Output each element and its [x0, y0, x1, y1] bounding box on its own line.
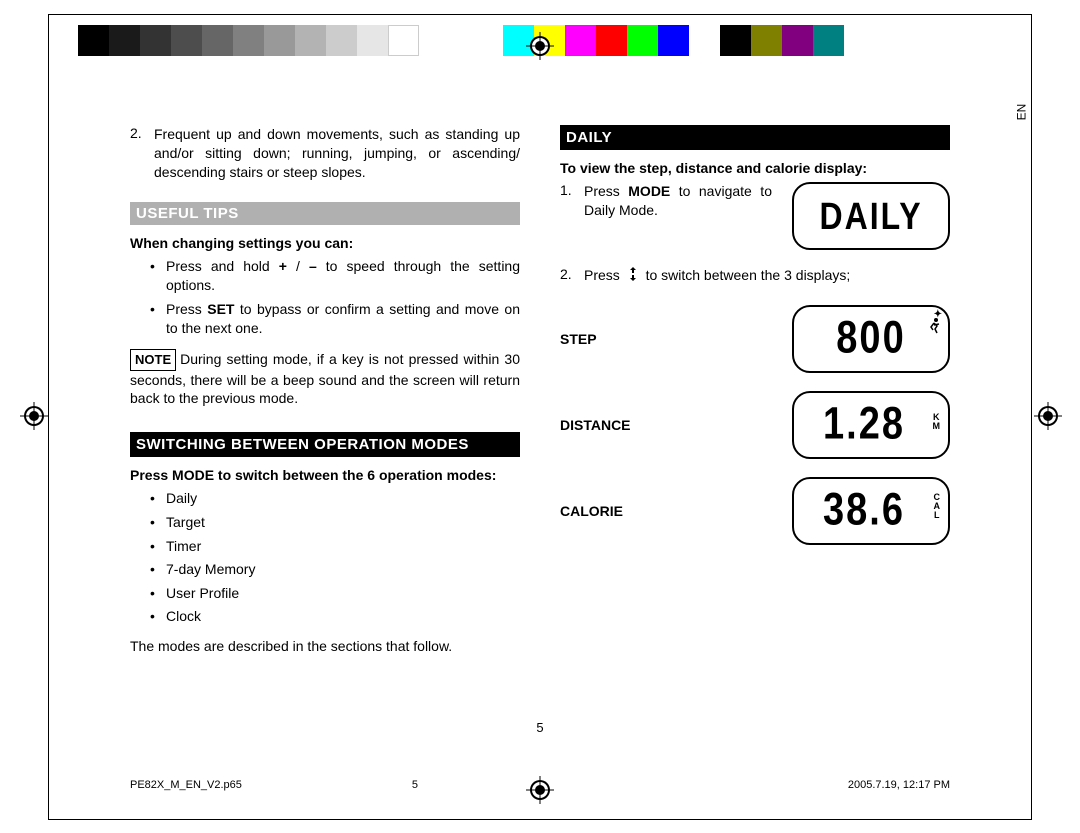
bullet-text: Timer	[166, 537, 520, 557]
right-column: DAILY To view the step, distance and cal…	[560, 125, 950, 664]
bullet-item: •Timer	[150, 537, 520, 557]
bullet-text: Press SET to bypass or confirm a setting…	[166, 300, 520, 339]
item-text: Press MODE to navigate to Daily Mode.	[584, 182, 772, 220]
lcd-display: 1.28 KM	[792, 391, 950, 459]
runner-icon	[926, 317, 942, 338]
lcd-row-label: CALORIE	[560, 503, 680, 519]
section-header-useful-tips: USEFUL TIPS	[130, 202, 520, 225]
bullet-text: User Profile	[166, 584, 520, 604]
lcd-unit: CAL	[934, 493, 941, 520]
registration-mark-left	[20, 402, 48, 430]
list-item: 1. Press MODE to navigate to Daily Mode.	[560, 182, 772, 220]
item-text: Press to switch between the 3 displays;	[584, 266, 950, 287]
footer: PE82X_M_EN_V2.p65 5 2005.7.19, 12:17 PM	[130, 779, 950, 791]
page-body: EN 2. Frequent up and down movements, su…	[130, 125, 950, 664]
page-number: 5	[536, 720, 543, 735]
bullet-item: •Clock	[150, 607, 520, 627]
bullet-text: Target	[166, 513, 520, 533]
item-text: Frequent up and down movements, such as …	[154, 125, 520, 182]
paragraph: The modes are described in the sections …	[130, 637, 520, 656]
bullet-item: •Press SET to bypass or confirm a settin…	[150, 300, 520, 339]
section-header-daily: DAILY	[560, 125, 950, 150]
lcd-row: CALORIE 38.6 CAL	[560, 477, 950, 545]
lcd-unit: KM	[933, 413, 941, 431]
subheading: Press MODE to switch between the 6 opera…	[130, 467, 520, 483]
language-label: EN	[1015, 104, 1029, 121]
registration-mark-right	[1034, 402, 1062, 430]
bullet-list: •Press and hold + / – to speed through t…	[150, 257, 520, 339]
lcd-rows: STEP 800✦ DISTANCE 1.28 KM CALORIE 38.6 CAL	[560, 305, 950, 545]
lcd-row-label: STEP	[560, 331, 680, 347]
note-text: During setting mode, if a key is not pre…	[130, 351, 520, 406]
note-paragraph: NOTEDuring setting mode, if a key is not…	[130, 349, 520, 408]
footer-filename: PE82X_M_EN_V2.p65	[130, 779, 242, 791]
bullet-text: Clock	[166, 607, 520, 627]
note-label: NOTE	[130, 349, 176, 371]
bullet-text: Daily	[166, 489, 520, 509]
lcd-value: 38.6	[823, 485, 919, 537]
lcd-value: 800	[836, 313, 905, 365]
lcd-value: 1.28	[823, 399, 919, 451]
bullet-item: •7-day Memory	[150, 560, 520, 580]
item-number: 1.	[560, 182, 584, 220]
bullet-list: •Daily •Target •Timer •7-day Memory •User Pr…	[150, 489, 520, 627]
item-number: 2.	[130, 125, 154, 182]
bullet-item: •Target	[150, 513, 520, 533]
bullet-item: •Daily	[150, 489, 520, 509]
bullet-item: •User Profile	[150, 584, 520, 604]
footer-page: 5	[412, 779, 418, 791]
subheading: When changing settings you can:	[130, 235, 520, 251]
bullet-text: Press and hold + / – to speed through th…	[166, 257, 520, 296]
lcd-display-daily: DAILY	[792, 182, 950, 250]
lcd-display: 800✦	[792, 305, 950, 373]
lcd-row-label: DISTANCE	[560, 417, 680, 433]
lcd-row: STEP 800✦	[560, 305, 950, 373]
list-item: 2. Frequent up and down movements, such …	[130, 125, 520, 182]
lcd-text: DAILY	[819, 194, 922, 238]
lcd-row: DISTANCE 1.28 KM	[560, 391, 950, 459]
footer-date: 2005.7.19, 12:17 PM	[848, 779, 950, 791]
left-column: 2. Frequent up and down movements, such …	[130, 125, 520, 664]
subheading: To view the step, distance and calorie d…	[560, 160, 950, 176]
lcd-display: 38.6 CAL	[792, 477, 950, 545]
cycle-icon	[626, 266, 640, 287]
bullet-text: 7-day Memory	[166, 560, 520, 580]
list-item: 2. Press to switch between the 3 display…	[560, 266, 950, 287]
registration-mark-top	[526, 32, 554, 60]
section-header-switching: SWITCHING BETWEEN OPERATION MODES	[130, 432, 520, 457]
item-number: 2.	[560, 266, 584, 287]
bullet-item: •Press and hold + / – to speed through t…	[150, 257, 520, 296]
